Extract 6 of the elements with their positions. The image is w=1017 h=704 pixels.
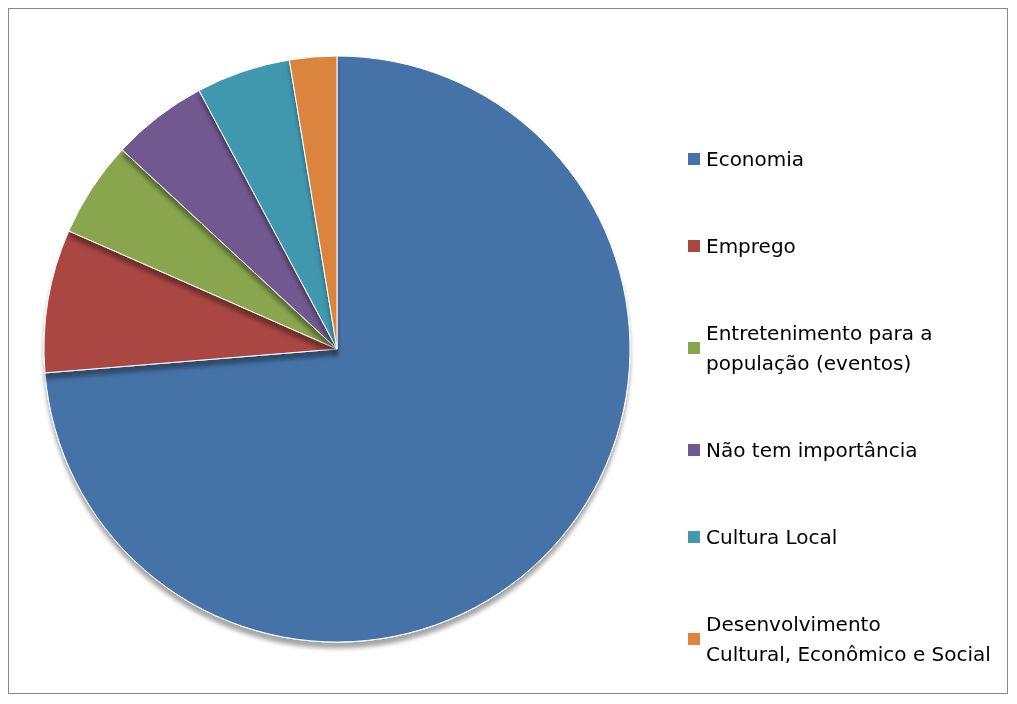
legend-label: Cultura Local [706,525,838,549]
legend-label: Economia [706,147,805,171]
legend-label: Entretenimento para a população (eventos) [706,321,933,375]
legend-label: Não tem importância [706,438,918,462]
legend-label: Desenvolvimento Cultural, Econômico e Social [706,612,991,666]
legend-label: Emprego [706,234,796,258]
